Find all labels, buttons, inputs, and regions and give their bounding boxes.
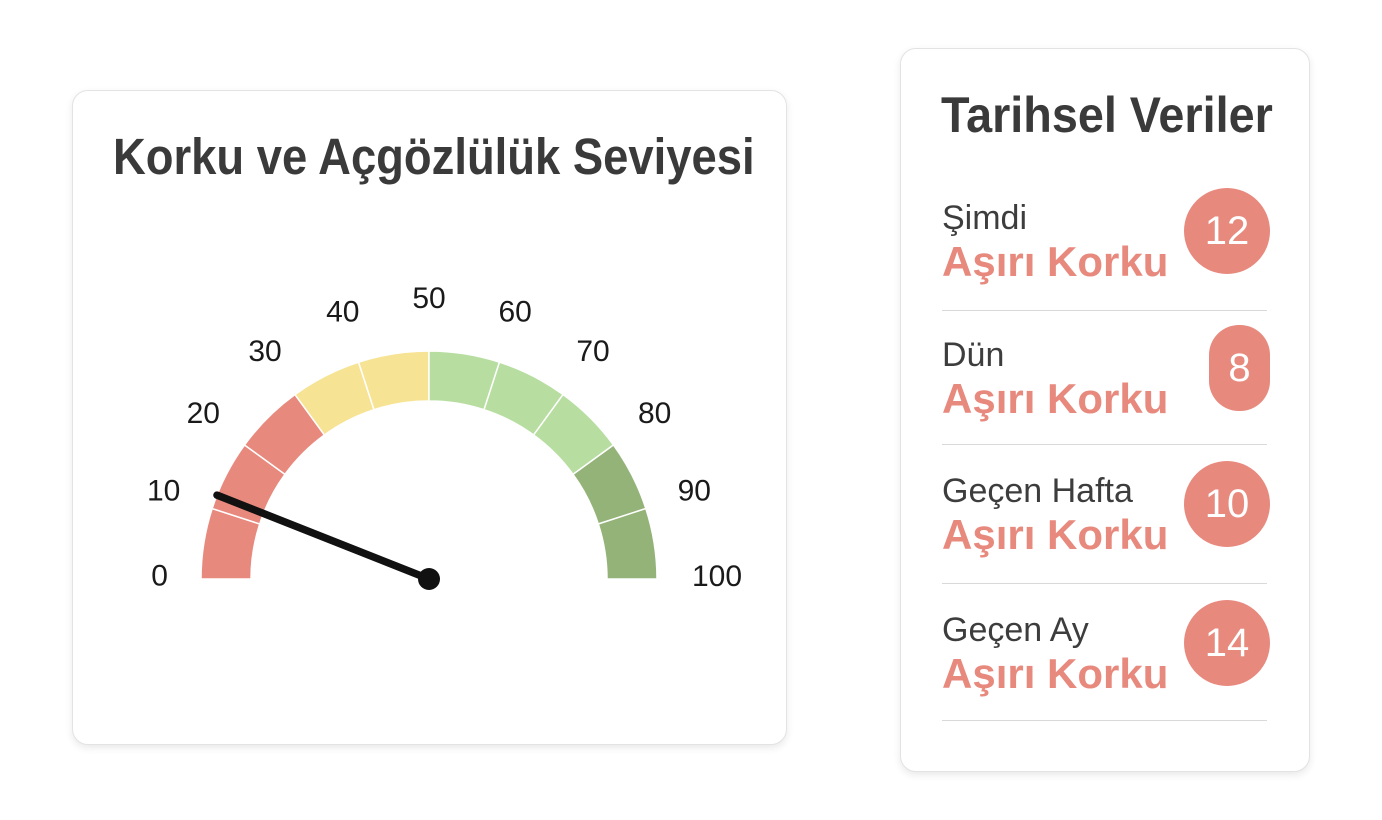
svg-text:20: 20	[187, 397, 220, 430]
svg-text:50: 50	[412, 282, 445, 315]
svg-text:30: 30	[248, 335, 281, 368]
svg-text:40: 40	[326, 296, 359, 329]
svg-text:90: 90	[678, 475, 711, 508]
svg-text:10: 10	[147, 475, 180, 508]
svg-text:0: 0	[151, 559, 168, 592]
svg-text:100: 100	[692, 560, 742, 593]
svg-text:60: 60	[499, 296, 532, 329]
svg-text:70: 70	[576, 335, 609, 368]
svg-text:80: 80	[638, 397, 671, 430]
